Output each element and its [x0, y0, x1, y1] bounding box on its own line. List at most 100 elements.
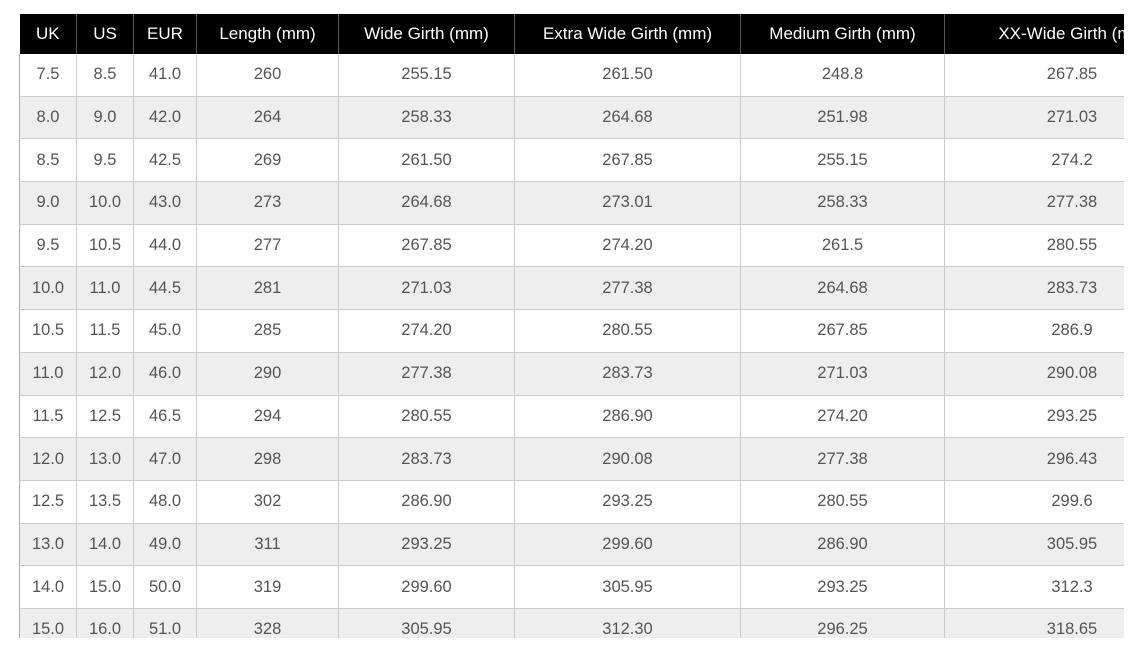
- table-cell: 46.0: [133, 352, 197, 396]
- table-cell: 299.60: [514, 523, 741, 567]
- column-header: Medium Girth (mm): [740, 14, 945, 54]
- table-cell: 293.25: [740, 565, 945, 609]
- table-row: 12.0 13.0 47.0 298 283.73 290.08 277.38 296.43: [19, 437, 1124, 481]
- table-cell: 283.73: [944, 266, 1124, 311]
- table-cell: 51.0: [133, 608, 197, 638]
- table-cell: 277.38: [514, 266, 741, 311]
- column-header: Length (mm): [196, 14, 339, 54]
- table-cell: 45.0: [133, 309, 197, 353]
- table-cell: 274.20: [338, 309, 515, 353]
- table-cell: 296.43: [944, 437, 1124, 481]
- table-cell: 299.6: [944, 480, 1124, 524]
- table-cell: 264: [196, 96, 339, 140]
- table-cell: 44.0: [133, 224, 197, 268]
- table-cell: 44.5: [133, 266, 197, 311]
- table-cell: 293.25: [944, 395, 1124, 439]
- table-cell: 293.25: [514, 480, 741, 524]
- column-header: Extra Wide Girth (mm): [514, 14, 741, 54]
- table-row: 11.5 12.5 46.5 294 280.55 286.90 274.20 293.25: [19, 395, 1124, 439]
- table-cell: 10.0: [76, 181, 134, 225]
- table-row: 15.0 16.0 51.0 328 305.95 312.30 296.25 318.65: [19, 608, 1124, 638]
- table-cell: 271.03: [338, 266, 515, 311]
- table-cell: 9.5: [19, 224, 77, 268]
- column-header: Wide Girth (mm): [338, 14, 515, 54]
- table-row: 14.0 15.0 50.0 319 299.60 305.95 293.25 312.3: [19, 565, 1124, 609]
- table-row: 8.5 9.5 42.5 269 261.50 267.85 255.15 274.2: [19, 138, 1124, 183]
- table-cell: 311: [196, 523, 339, 567]
- table-cell: 281: [196, 266, 339, 311]
- table-cell: 296.25: [740, 608, 945, 638]
- table-cell: 42.0: [133, 96, 197, 140]
- table-cell: 277.38: [338, 352, 515, 396]
- table-cell: 47.0: [133, 437, 197, 481]
- table-cell: 42.5: [133, 138, 197, 183]
- table-cell: 49.0: [133, 523, 197, 567]
- table-cell: 305.95: [338, 608, 515, 638]
- table-row: 9.0 10.0 43.0 273 264.68 273.01 258.33 277.38: [19, 181, 1124, 225]
- table-cell: 13.0: [76, 437, 134, 481]
- table-cell: 8.5: [19, 138, 77, 183]
- table-row: 9.5 10.5 44.0 277 267.85 274.20 261.5 280.55: [19, 224, 1124, 268]
- table-cell: 264.68: [338, 181, 515, 225]
- table-cell: 312.30: [514, 608, 741, 638]
- table-cell: 48.0: [133, 480, 197, 524]
- table-cell: 15.0: [76, 565, 134, 609]
- table-cell: 274.20: [740, 395, 945, 439]
- table-cell: 264.68: [740, 266, 945, 311]
- table-cell: 251.98: [740, 96, 945, 140]
- table-cell: 16.0: [76, 608, 134, 638]
- table-cell: 13.0: [19, 523, 77, 567]
- table-cell: 286.9: [944, 309, 1124, 353]
- table-row: 10.5 11.5 45.0 285 274.20 280.55 267.85 286.9: [19, 309, 1124, 353]
- table-cell: 283.73: [514, 352, 741, 396]
- table-cell: 7.5: [19, 54, 77, 97]
- table-cell: 277: [196, 224, 339, 268]
- table-cell: 267.85: [338, 224, 515, 268]
- table-cell: 267.85: [514, 138, 741, 183]
- table-cell: 43.0: [133, 181, 197, 225]
- table-cell: 277.38: [944, 181, 1124, 225]
- table-cell: 10.0: [19, 266, 77, 311]
- table-cell: 9.0: [76, 96, 134, 140]
- table-row: 11.0 12.0 46.0 290 277.38 283.73 271.03 290.08: [19, 352, 1124, 396]
- table-cell: 11.5: [19, 395, 77, 439]
- table-cell: 302: [196, 480, 339, 524]
- table-cell: 290.08: [514, 437, 741, 481]
- column-header: EUR: [133, 14, 197, 54]
- table-cell: 298: [196, 437, 339, 481]
- size-chart-container: UK US EUR Length (mm) Wide Girth (mm) Extra W…: [19, 14, 1124, 638]
- table-cell: 283.73: [338, 437, 515, 481]
- table-cell: 273: [196, 181, 339, 225]
- table-cell: 285: [196, 309, 339, 353]
- table-cell: 12.5: [76, 395, 134, 439]
- table-cell: 11.0: [76, 266, 134, 311]
- table-cell: 260: [196, 54, 339, 97]
- header-row: UK US EUR Length (mm) Wide Girth (mm) Extra W…: [19, 14, 1124, 54]
- table-cell: 318.65: [944, 608, 1124, 638]
- table-cell: 280.55: [338, 395, 515, 439]
- table-cell: 14.0: [76, 523, 134, 567]
- table-cell: 319: [196, 565, 339, 609]
- table-cell: 328: [196, 608, 339, 638]
- table-cell: 15.0: [19, 608, 77, 638]
- table-cell: 9.0: [19, 181, 77, 225]
- table-cell: 267.85: [944, 54, 1124, 97]
- table-cell: 41.0: [133, 54, 197, 97]
- table-cell: 269: [196, 138, 339, 183]
- table-cell: 261.5: [740, 224, 945, 268]
- table-cell: 11.0: [19, 352, 77, 396]
- column-header: XX-Wide Girth (mm: [944, 14, 1124, 54]
- table-cell: 8.5: [76, 54, 134, 97]
- column-header: UK: [19, 14, 77, 54]
- table-cell: 9.5: [76, 138, 134, 183]
- table-cell: 11.5: [76, 309, 134, 353]
- table-cell: 290: [196, 352, 339, 396]
- table-row: 10.0 11.0 44.5 281 271.03 277.38 264.68 283.73: [19, 266, 1124, 311]
- table-cell: 277.38: [740, 437, 945, 481]
- table-cell: 267.85: [740, 309, 945, 353]
- table-cell: 261.50: [514, 54, 741, 97]
- table-cell: 280.55: [944, 224, 1124, 268]
- column-header: US: [76, 14, 134, 54]
- table-cell: 10.5: [19, 309, 77, 353]
- table-cell: 286.90: [338, 480, 515, 524]
